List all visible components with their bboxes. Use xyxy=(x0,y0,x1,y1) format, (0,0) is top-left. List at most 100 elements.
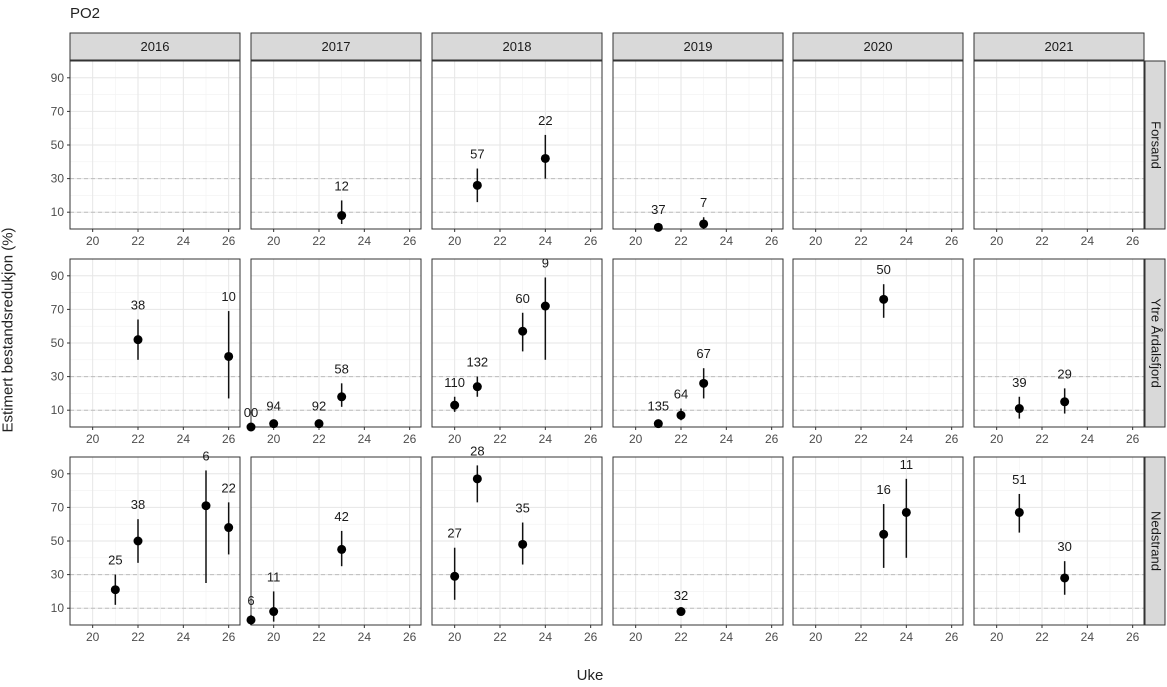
panel-border xyxy=(973,456,1145,626)
facet-strip-2017 xyxy=(250,32,422,61)
data-point xyxy=(337,544,347,554)
data-point xyxy=(518,539,528,549)
data-point xyxy=(518,326,528,336)
x-tick-label: 24 xyxy=(900,630,914,644)
panel-border xyxy=(250,60,422,230)
data-point xyxy=(901,507,911,517)
facet-label-2018: 2018 xyxy=(503,39,532,54)
data-label: 38 xyxy=(131,297,145,312)
x-tick-label: 26 xyxy=(403,630,417,644)
x-tick-label: 26 xyxy=(945,432,959,446)
x-tick-label: 22 xyxy=(312,234,326,248)
data-label: 38 xyxy=(131,497,145,512)
data-point xyxy=(133,536,143,546)
x-tick-label: 20 xyxy=(86,432,100,446)
x-tick-label: 22 xyxy=(674,630,688,644)
x-tick-label: 26 xyxy=(945,234,959,248)
data-label: 35 xyxy=(515,501,529,516)
x-tick-label: 22 xyxy=(674,234,688,248)
data-point xyxy=(450,571,460,581)
data-point xyxy=(337,392,347,402)
x-tick-label: 22 xyxy=(493,432,507,446)
data-label: 16 xyxy=(876,482,890,497)
data-point xyxy=(246,615,256,625)
data-point xyxy=(224,523,234,533)
data-point xyxy=(133,335,143,345)
x-tick-label: 22 xyxy=(1035,630,1049,644)
data-label: 30 xyxy=(1057,539,1071,554)
data-label: 51 xyxy=(1012,472,1026,487)
data-point xyxy=(337,211,347,221)
data-label: 22 xyxy=(221,480,235,495)
data-label: 37 xyxy=(651,202,665,217)
x-tick-label: 22 xyxy=(854,630,868,644)
data-point xyxy=(110,585,120,595)
x-tick-label: 26 xyxy=(584,630,598,644)
row-strip-1 xyxy=(1144,258,1166,428)
x-tick-label: 20 xyxy=(629,234,643,248)
panel-border xyxy=(250,456,422,626)
data-point xyxy=(201,501,211,511)
x-tick-label: 26 xyxy=(945,630,959,644)
data-label: 29 xyxy=(1057,366,1071,381)
x-tick-label: 20 xyxy=(809,630,823,644)
x-axis-label: Uke xyxy=(576,667,604,684)
panel-border xyxy=(612,456,784,626)
data-label: 60 xyxy=(515,291,529,306)
x-tick-label: 26 xyxy=(765,234,779,248)
x-tick-label: 24 xyxy=(358,630,372,644)
data-label: 64 xyxy=(674,387,688,402)
data-label: 6 xyxy=(202,448,209,463)
data-point xyxy=(879,529,889,539)
data-label: 6 xyxy=(247,593,254,608)
x-tick-label: 26 xyxy=(222,630,236,644)
panel-border xyxy=(792,60,964,230)
data-label: 110 xyxy=(444,375,465,390)
x-tick-label: 22 xyxy=(131,432,145,446)
x-tick-label: 24 xyxy=(539,630,553,644)
data-label: 22 xyxy=(538,113,552,128)
data-point xyxy=(269,419,279,429)
facet-label-2021: 2021 xyxy=(1045,39,1074,54)
data-point xyxy=(1060,397,1070,407)
data-label: 12 xyxy=(334,178,348,193)
data-label: 7 xyxy=(700,195,707,210)
panel-border xyxy=(973,258,1145,428)
x-tick-label: 26 xyxy=(222,432,236,446)
x-tick-label: 26 xyxy=(1126,234,1140,248)
facet-strip-2019 xyxy=(612,32,784,61)
x-tick-label: 24 xyxy=(177,630,191,644)
data-label: 42 xyxy=(334,509,348,524)
data-point xyxy=(879,294,889,304)
x-tick-label: 24 xyxy=(1081,630,1095,644)
data-point xyxy=(450,400,460,410)
x-tick-label: 26 xyxy=(1126,432,1140,446)
data-label: 9 xyxy=(542,255,549,270)
y-tick-label: 90 xyxy=(51,71,65,85)
data-label: 39 xyxy=(1012,375,1026,390)
data-label: 11 xyxy=(267,569,281,584)
y-tick-label: 10 xyxy=(51,601,65,615)
panel-border xyxy=(250,258,422,428)
y-tick-label: 90 xyxy=(51,269,65,283)
x-tick-label: 26 xyxy=(222,234,236,248)
data-point xyxy=(1014,507,1024,517)
x-tick-label: 20 xyxy=(809,432,823,446)
x-tick-label: 22 xyxy=(312,432,326,446)
x-tick-label: 20 xyxy=(267,234,281,248)
x-tick-label: 24 xyxy=(358,432,372,446)
data-point xyxy=(472,474,482,484)
data-label: 25 xyxy=(108,553,122,568)
panel-border xyxy=(792,456,964,626)
data-point xyxy=(1060,573,1070,583)
y-tick-label: 90 xyxy=(51,467,65,481)
data-label: 00 xyxy=(244,405,258,420)
y-tick-label: 10 xyxy=(51,403,65,417)
x-tick-label: 26 xyxy=(765,432,779,446)
y-tick-label: 70 xyxy=(51,302,65,316)
y-tick-label: 30 xyxy=(51,172,65,186)
data-point xyxy=(472,382,482,392)
row-strip-0 xyxy=(1144,60,1166,230)
y-tick-label: 30 xyxy=(51,568,65,582)
